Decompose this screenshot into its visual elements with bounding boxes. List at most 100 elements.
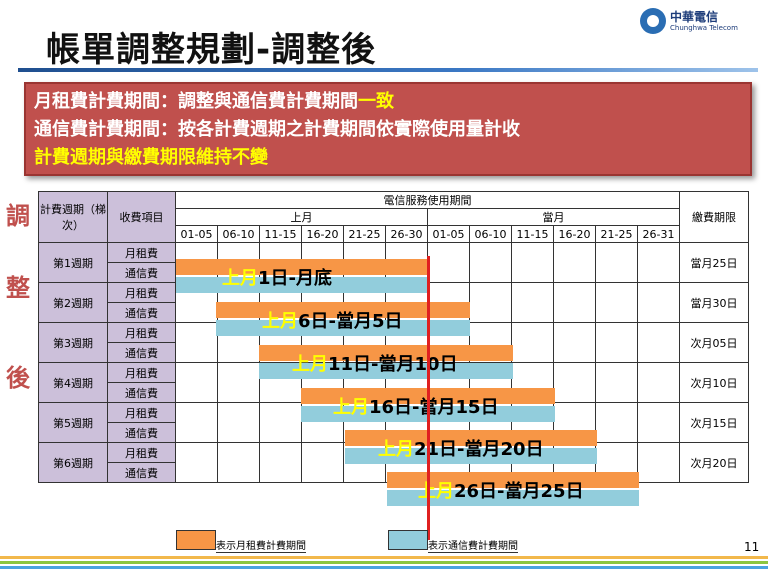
period-cell <box>385 282 428 323</box>
cycle-label: 第4週期 <box>38 362 108 403</box>
cycle-row: 第3週期 月租費 次月05日 <box>38 322 749 363</box>
day-range-cell: 26-30 <box>385 225 428 243</box>
fee-monthly-label: 月租費 <box>107 322 176 343</box>
cycle-row-comm: 通信費 <box>39 262 749 283</box>
period-cell <box>637 402 680 443</box>
day-range-cell: 11-15 <box>259 225 302 243</box>
due-date: 次月05日 <box>679 322 749 363</box>
fee-monthly-label: 月租費 <box>107 442 176 463</box>
period-cell <box>553 242 596 283</box>
period-cell <box>469 402 512 443</box>
period-cell <box>427 442 470 483</box>
cycle-label: 第1週期 <box>38 242 108 283</box>
period-cell <box>301 402 344 443</box>
billing-period-label: 上月26日-當月25日 <box>418 482 584 502</box>
billing-schedule-table: 計費週期（梯次） 收費項目 電信服務使用期間 繳費期限 上月 當月 01-05 … <box>38 191 749 483</box>
period-cell <box>343 402 386 443</box>
day-range-cell: 01-05 <box>427 225 470 243</box>
period-cell <box>427 242 470 283</box>
slide-title: 帳單調整規劃-調整後 <box>46 30 377 70</box>
day-range-cell: 01-05 <box>175 225 218 243</box>
period-cell <box>637 242 680 283</box>
due-date: 當月25日 <box>679 242 749 283</box>
footer-stripe-2 <box>0 561 768 564</box>
period-cell <box>427 402 470 443</box>
billing-period-label-range: 26日-當月25日 <box>454 481 584 502</box>
period-cell <box>553 402 596 443</box>
fee-comm-label: 通信費 <box>107 382 176 403</box>
period-cell <box>511 402 554 443</box>
logo-cn-text: 中華電信 <box>670 10 719 24</box>
callout-line-1-highlight: 一致 <box>358 91 394 112</box>
header-this-month: 當月 <box>427 208 680 226</box>
cycle-row: 第5週期 月租費 次月15日 <box>38 402 749 443</box>
cycle-row-comm: 通信費 <box>39 382 749 403</box>
footer-stripe-3 <box>0 566 768 569</box>
period-cell <box>553 282 596 323</box>
day-range-cell: 16-20 <box>301 225 344 243</box>
period-cell <box>511 322 554 363</box>
period-cell <box>259 242 302 283</box>
logo-en-text: Chunghwa Telecom <box>670 24 738 32</box>
header-due-date: 繳費期限 <box>679 191 749 243</box>
title-underline <box>18 68 758 72</box>
period-cell <box>301 242 344 283</box>
fee-monthly-label: 月租費 <box>107 362 176 383</box>
period-cell <box>217 282 260 323</box>
fee-comm-label: 通信費 <box>107 342 176 363</box>
day-range-cell: 21-25 <box>343 225 386 243</box>
due-date: 次月20日 <box>679 442 749 483</box>
period-cell <box>511 442 554 483</box>
period-cell <box>637 362 680 403</box>
cycle-row-comm: 通信費 <box>39 422 749 443</box>
legend-comm-swatch <box>388 530 428 550</box>
period-cell <box>469 362 512 403</box>
period-cell <box>595 322 638 363</box>
period-cell <box>427 322 470 363</box>
period-cell <box>175 442 218 483</box>
period-cell <box>301 282 344 323</box>
period-cell <box>511 282 554 323</box>
cycle-row: 第2週期 月租費 當月30日 <box>38 282 749 323</box>
period-cell <box>637 442 680 483</box>
period-cell <box>553 442 596 483</box>
header-cycle: 計費週期（梯次） <box>38 191 108 243</box>
callout-line-1: 月租費計費期間：調整與通信費計費期間一致 <box>34 88 742 116</box>
period-cell <box>511 362 554 403</box>
period-cell <box>385 322 428 363</box>
day-range-cell: 11-15 <box>511 225 554 243</box>
period-cell <box>637 322 680 363</box>
period-cell <box>343 242 386 283</box>
period-cell <box>469 242 512 283</box>
due-date: 次月15日 <box>679 402 749 443</box>
cycle-label: 第3週期 <box>38 322 108 363</box>
period-cell <box>553 362 596 403</box>
cycle-row-comm: 通信費 <box>39 462 749 483</box>
period-cell <box>301 362 344 403</box>
fee-monthly-label: 月租費 <box>107 242 176 263</box>
period-cell <box>511 242 554 283</box>
period-cell <box>259 402 302 443</box>
period-cell <box>427 282 470 323</box>
period-cell <box>175 402 218 443</box>
period-cell <box>469 282 512 323</box>
fee-comm-label: 通信費 <box>107 422 176 443</box>
day-range-cell: 16-20 <box>553 225 596 243</box>
header-item: 收費項目 <box>107 191 176 243</box>
cycle-row: 第4週期 月租費 次月10日 <box>38 362 749 403</box>
period-cell <box>217 362 260 403</box>
period-cell <box>343 282 386 323</box>
period-cell <box>385 242 428 283</box>
day-range-cell: 26-31 <box>637 225 680 243</box>
period-cell <box>217 322 260 363</box>
period-cell <box>595 402 638 443</box>
period-cell <box>343 442 386 483</box>
billing-period-label-prev: 上月 <box>418 481 454 502</box>
fee-monthly-label: 月租費 <box>107 402 176 423</box>
cycle-row: 第1週期 月租費 當月25日 <box>38 242 749 283</box>
period-cell <box>259 322 302 363</box>
period-cell <box>637 282 680 323</box>
fee-comm-label: 通信費 <box>107 262 176 283</box>
due-date: 次月10日 <box>679 362 749 403</box>
period-cell <box>175 242 218 283</box>
